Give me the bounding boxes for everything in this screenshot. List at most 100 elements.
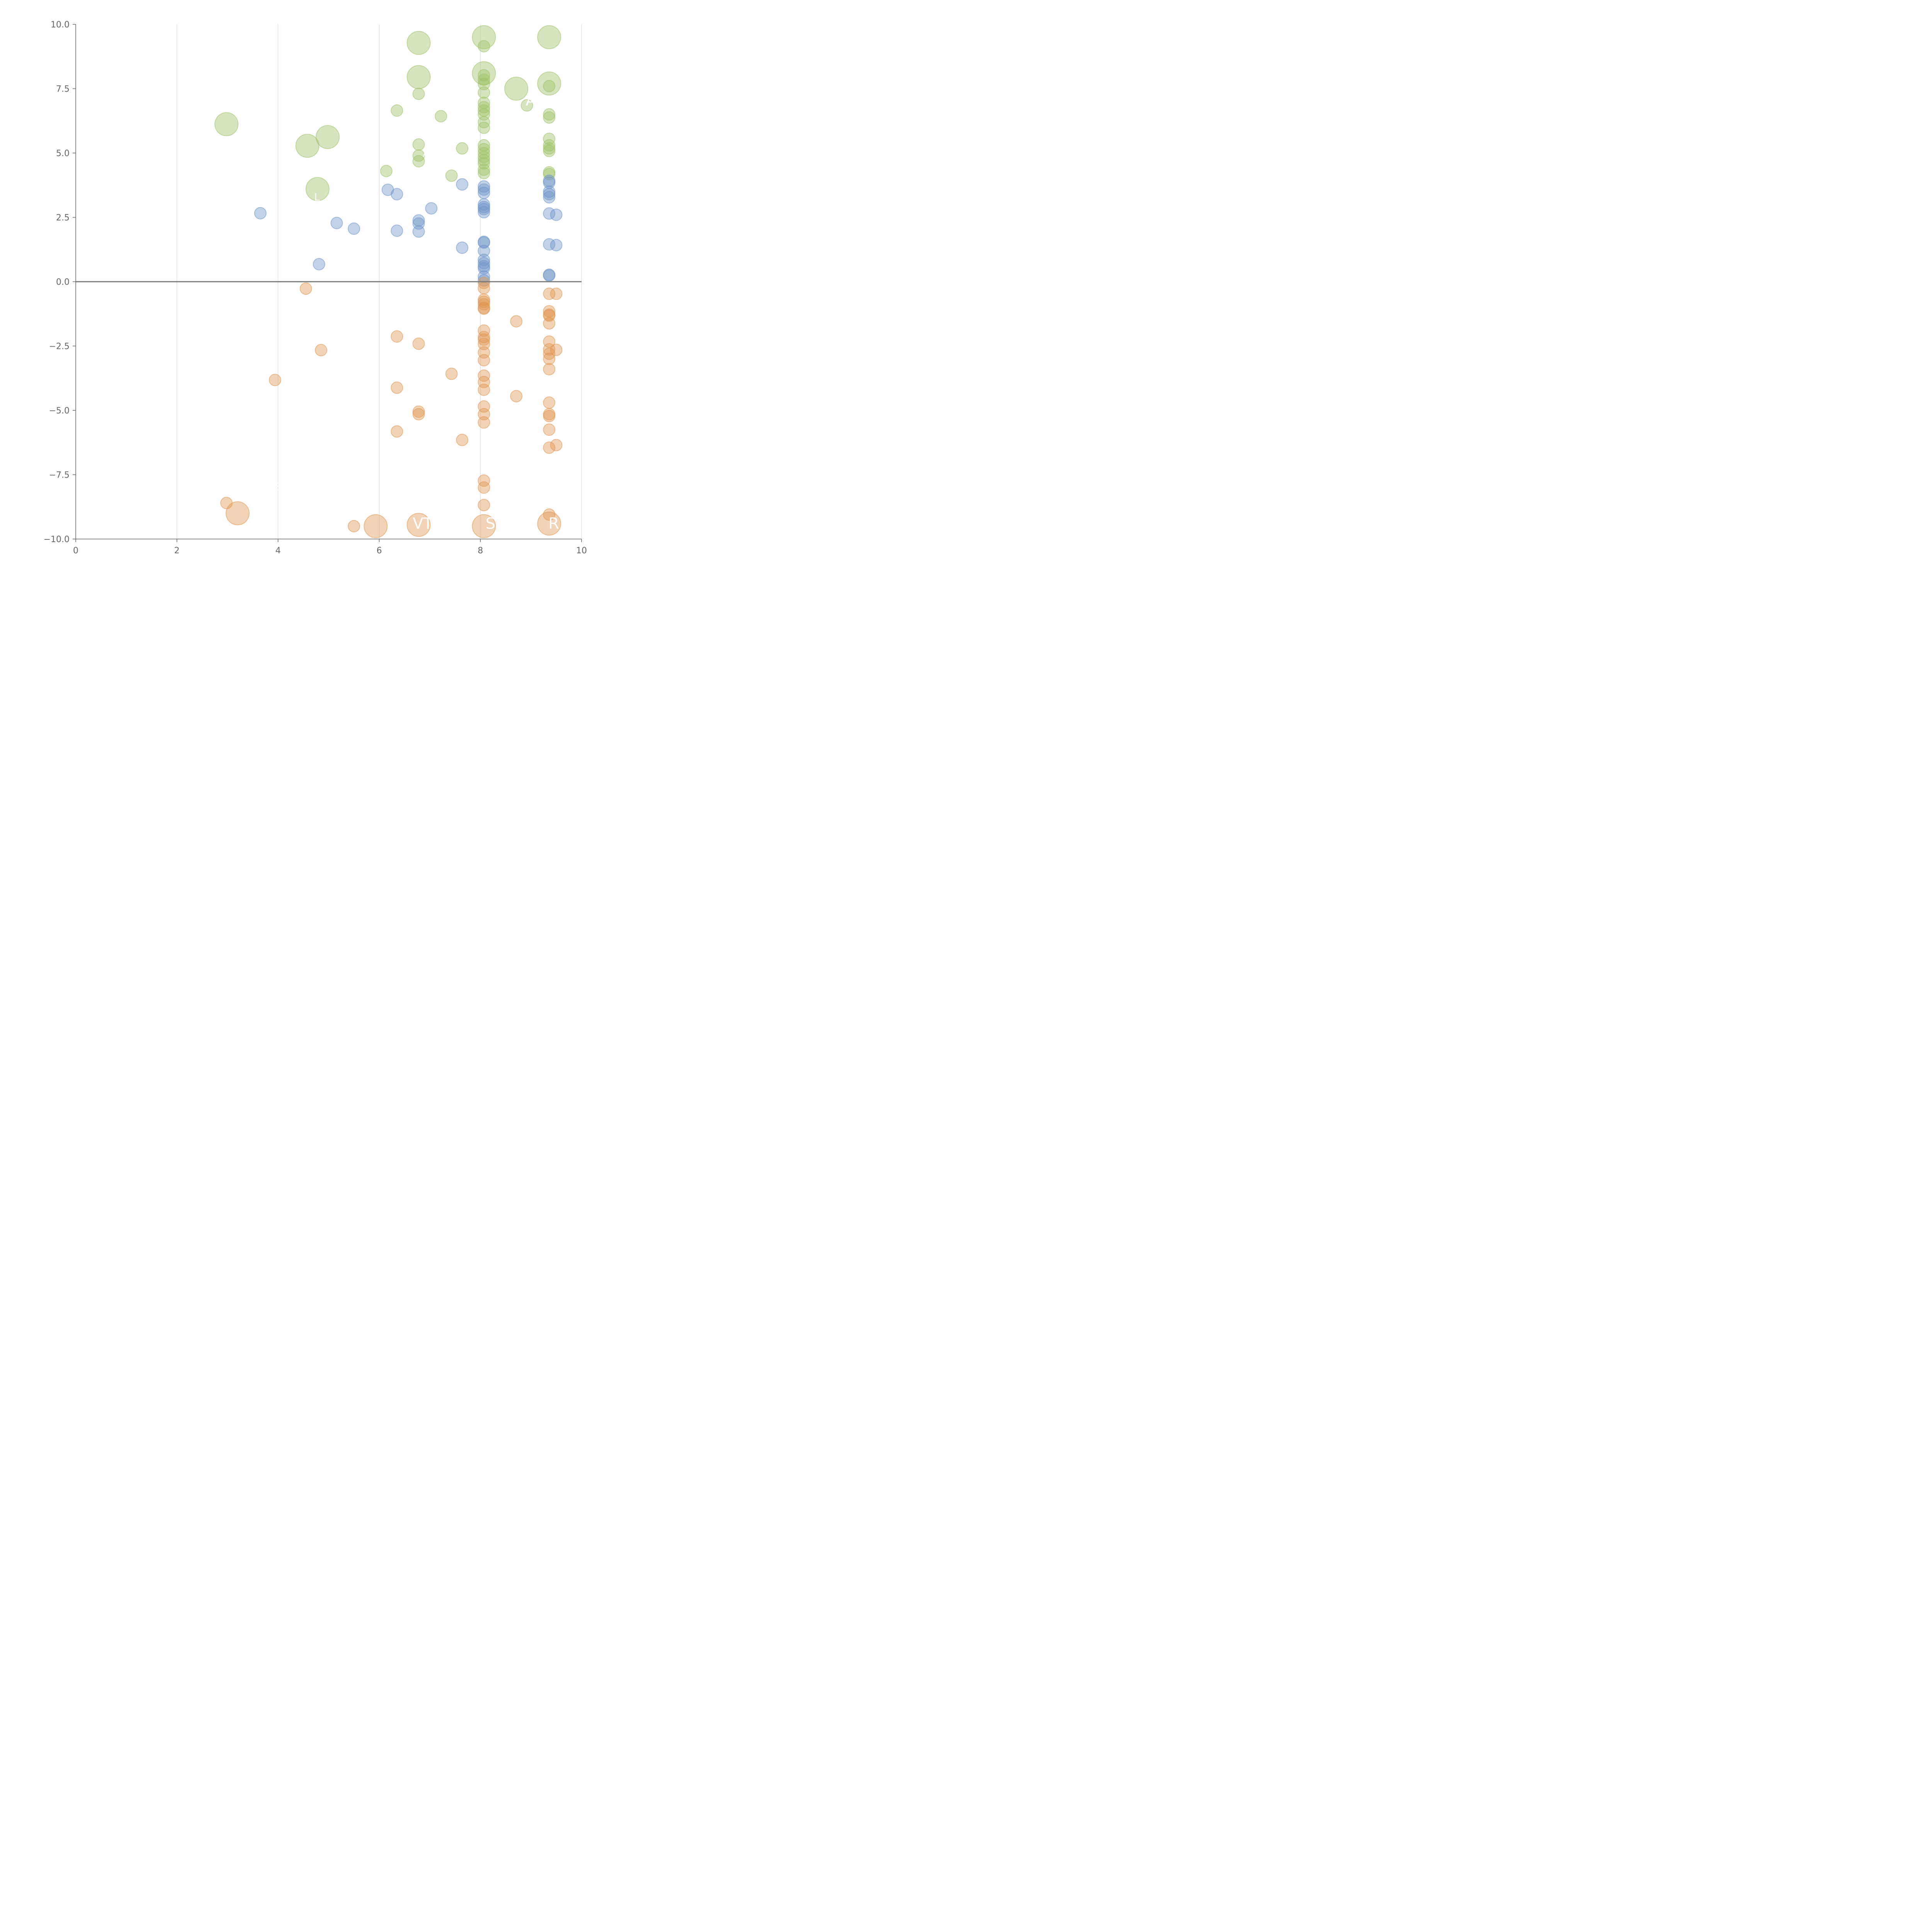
annotation-label: R (548, 515, 559, 532)
data-point-green (478, 163, 490, 176)
annotations: VT S R A A L S (275, 92, 559, 533)
annotation-label: A (526, 92, 536, 109)
data-point-green (543, 111, 556, 124)
data-point-blue (347, 222, 360, 235)
data-point-green (472, 25, 496, 49)
data-point-orange (391, 330, 403, 343)
data-point-green (537, 25, 561, 49)
data-point-blue (330, 217, 343, 230)
data-point-orange (391, 381, 403, 394)
data-point-orange (478, 416, 490, 429)
bubbles (214, 25, 563, 538)
data-point-green (406, 65, 431, 89)
data-point-orange (364, 514, 388, 538)
data-point-orange (550, 439, 563, 451)
data-point-green (537, 71, 561, 96)
data-point-green (543, 145, 556, 157)
data-point-orange (478, 282, 490, 294)
data-point-orange (543, 352, 556, 365)
data-point-orange (543, 343, 556, 356)
y-tick-label: 0.0 (56, 277, 70, 287)
data-point-blue (543, 191, 556, 204)
data-point-orange (543, 363, 556, 376)
x-tick-label: 10 (576, 546, 587, 556)
data-point-green (380, 165, 393, 177)
x-tick-label: 2 (174, 546, 180, 556)
data-point-blue (478, 257, 490, 270)
y-tick-label: 2.5 (56, 213, 70, 223)
data-point-orange (478, 481, 490, 494)
y-tick-label: 7.5 (56, 85, 70, 94)
data-point-blue (412, 225, 425, 238)
annotation-label: A (423, 148, 430, 160)
data-point-orange (537, 512, 561, 536)
data-point-green (478, 167, 490, 179)
data-point-blue (391, 188, 403, 201)
data-point-orange (543, 508, 556, 521)
data-point-orange (510, 315, 523, 328)
data-point-green (478, 121, 490, 134)
data-point-orange (543, 441, 556, 454)
annotation-label: VT (413, 515, 433, 532)
y-tick-label: −5.0 (49, 406, 70, 416)
data-point-orange (412, 337, 425, 350)
data-point-orange (478, 324, 490, 337)
y-tick-label: −2.5 (49, 342, 70, 352)
data-point-orange (550, 344, 563, 356)
scatter-chart: 0 2 4 6 8 10 −10.0 −7.5 −5.0 −2.5 0.0 2.5 5.0 7.5 10.0… (44, 20, 587, 556)
data-point-orange (543, 396, 556, 409)
annotation-label: S (275, 481, 281, 493)
data-point-blue (550, 208, 563, 221)
data-point-orange (510, 390, 523, 403)
data-point-blue (456, 242, 469, 254)
data-point-orange (478, 277, 490, 289)
data-point-green (504, 77, 529, 101)
data-point-orange (543, 305, 556, 318)
data-point-orange (543, 347, 556, 360)
data-point-blue (412, 214, 425, 227)
data-point-blue (478, 206, 490, 219)
data-point-orange (315, 344, 327, 357)
y-tick-label: 10.0 (51, 20, 70, 30)
data-point-blue (543, 188, 556, 201)
data-point-orange (225, 501, 250, 526)
data-point-orange (478, 499, 490, 512)
data-point-blue (543, 269, 556, 282)
data-point-green (412, 138, 425, 151)
data-point-green (478, 101, 490, 114)
data-point-orange (543, 287, 556, 300)
x-tick-label: 4 (276, 546, 281, 556)
x-tick-label: 6 (376, 546, 382, 556)
data-point-green (478, 154, 490, 167)
data-point-orange (478, 369, 490, 382)
data-point-orange (472, 514, 496, 538)
data-point-green (315, 125, 340, 149)
data-point-green (478, 147, 490, 159)
data-point-green (478, 86, 490, 99)
data-point-blue (425, 202, 438, 215)
data-point-orange (391, 425, 403, 438)
data-point-green (478, 69, 490, 82)
data-point-green (478, 157, 490, 170)
data-point-orange (478, 338, 490, 350)
data-point-green (478, 150, 490, 163)
data-point-green (478, 78, 490, 90)
data-point-blue (313, 258, 325, 270)
data-point-orange (445, 367, 458, 380)
data-point-green (456, 142, 469, 155)
x-tick-label: 8 (478, 546, 483, 556)
data-point-orange (478, 474, 490, 487)
data-point-orange (347, 520, 360, 532)
data-point-orange (456, 434, 469, 446)
data-point-orange (478, 331, 490, 344)
data-point-orange (550, 287, 563, 300)
data-point-green (435, 110, 447, 122)
data-point-orange (543, 410, 556, 422)
data-point-green (214, 112, 239, 136)
data-point-blue (478, 203, 490, 216)
data-point-orange (412, 405, 425, 418)
data-point-orange (478, 333, 490, 346)
data-point-green (543, 142, 556, 155)
data-point-blue (550, 239, 563, 252)
data-point-orange (478, 302, 490, 315)
